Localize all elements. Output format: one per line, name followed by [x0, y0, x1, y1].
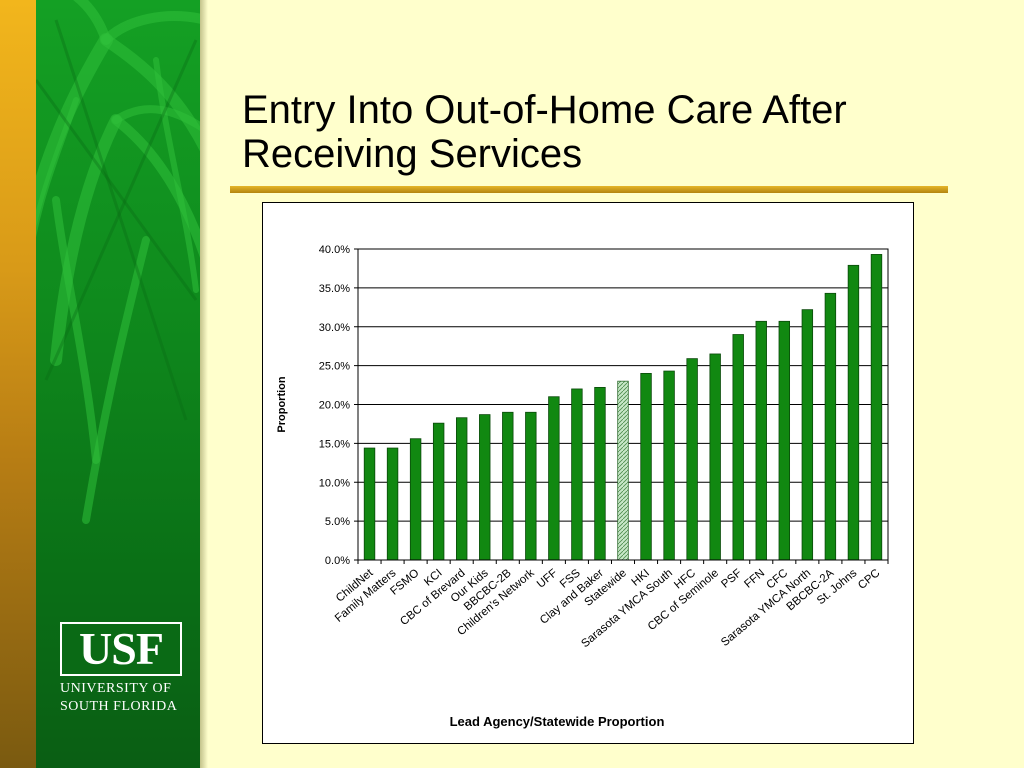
y-tick-label: 20.0%	[319, 400, 350, 412]
usf-logo-line-1: UNIVERSITY OF	[60, 681, 172, 696]
left-gold-stripe	[0, 0, 36, 768]
x-tick-label: PSF	[719, 567, 744, 591]
bar	[617, 380, 629, 561]
bar	[709, 353, 721, 561]
y-tick-label: 0.0%	[325, 555, 350, 567]
slide-title-line-1: Entry Into Out-of-Home Care After	[242, 88, 847, 132]
x-tick-label: UFF	[535, 567, 560, 591]
bar	[870, 254, 883, 561]
bar	[847, 264, 860, 561]
bar	[548, 396, 560, 561]
palm-leaves-icon	[36, 0, 200, 524]
usf-logo: USF UNIVERSITY OF SOUTH FLORIDA	[60, 622, 184, 716]
bar	[686, 358, 698, 561]
x-tick-label: CPC	[856, 567, 882, 592]
bar	[455, 417, 468, 561]
bar	[479, 414, 491, 561]
usf-logo-line-2: SOUTH FLORIDA	[60, 699, 178, 714]
bars	[363, 254, 883, 561]
slide-title: Entry Into Out-of-Home Care After Receiv…	[242, 88, 982, 176]
slide-title-line-2: Receiving Services	[242, 132, 583, 176]
y-tick-label: 5.0%	[325, 516, 350, 528]
bar	[432, 422, 445, 561]
bar	[571, 388, 583, 561]
usf-logo-letters: USF	[79, 623, 164, 674]
bar	[801, 309, 814, 561]
y-tick-label: 15.0%	[319, 438, 350, 450]
bar	[755, 320, 767, 561]
bar	[363, 447, 376, 561]
x-axis-label: Lead Agency/Statewide Proportion	[450, 714, 665, 729]
bar	[502, 411, 514, 561]
bar	[663, 370, 675, 561]
bar	[640, 372, 652, 561]
x-tick-label: FFN	[742, 567, 767, 591]
bar	[594, 386, 606, 561]
bar	[409, 438, 422, 561]
bar	[732, 334, 744, 561]
bar	[386, 447, 399, 561]
y-axis-ticks: 0.0% 5.0% 10.0% 15.0% 20.0% 25.0% 30.0% 35.0% 40…	[319, 244, 358, 567]
y-tick-label: 25.0%	[319, 361, 350, 373]
title-underline-rule	[230, 186, 948, 193]
bar	[778, 320, 791, 561]
panel-shadow	[200, 0, 208, 768]
bar-chart: 0.0% 5.0% 10.0% 15.0% 20.0% 25.0% 30.0% 35.0% 40…	[276, 244, 889, 729]
bar	[824, 292, 837, 561]
y-tick-label: 30.0%	[319, 322, 350, 334]
y-tick-label: 35.0%	[319, 283, 350, 295]
y-tick-label: 40.0%	[319, 244, 350, 256]
usf-logo-box: USF	[60, 622, 182, 676]
bar	[525, 411, 537, 561]
y-axis-label: Proportion	[276, 376, 288, 432]
y-tick-label: 10.0%	[319, 477, 350, 489]
chart-frame: 0.0% 5.0% 10.0% 15.0% 20.0% 25.0% 30.0% 35.0% 40…	[262, 202, 914, 744]
